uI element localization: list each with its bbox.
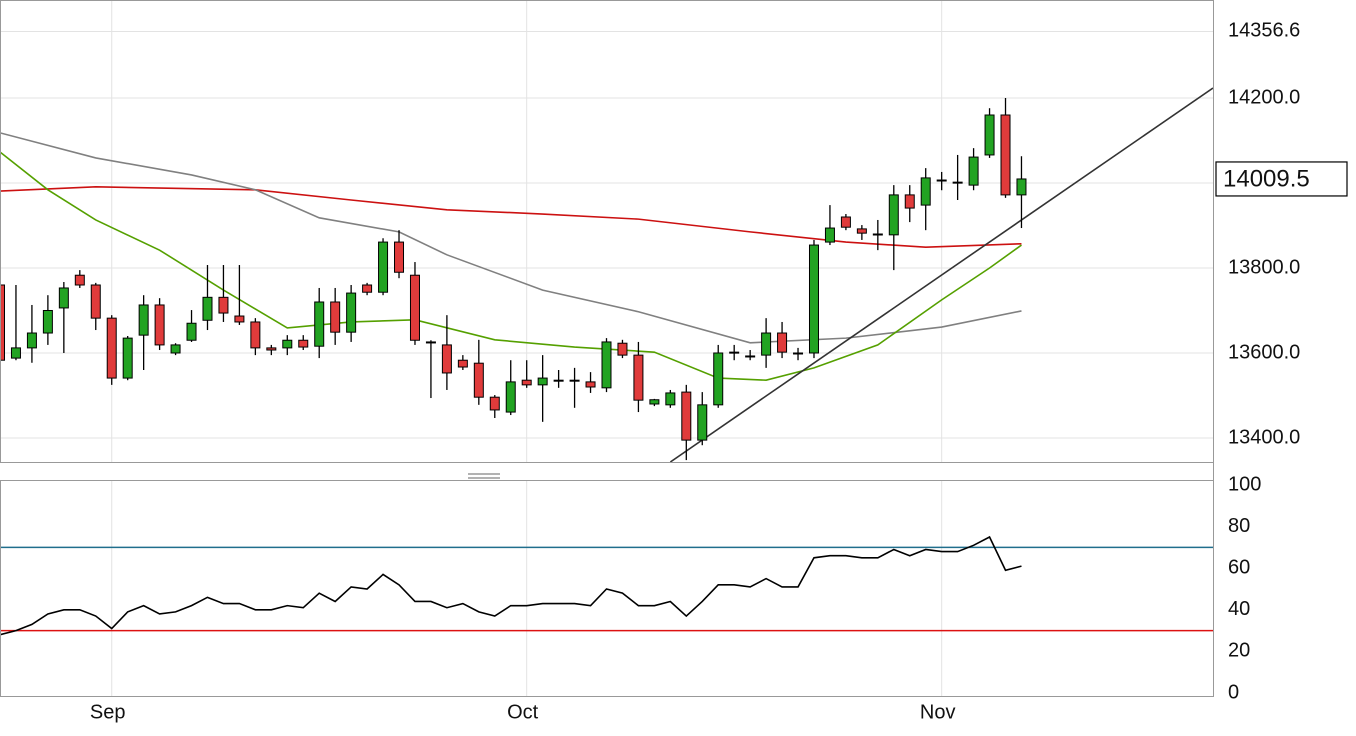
moving-average xyxy=(0,186,1022,248)
y-tick-label: 13400.0 xyxy=(1228,426,1300,448)
candle-body xyxy=(202,296,213,321)
candle-body xyxy=(872,233,883,236)
splitter-handle[interactable] xyxy=(468,473,500,479)
candle-body xyxy=(553,379,564,382)
x-tick-label: Nov xyxy=(920,701,956,723)
candle-body xyxy=(346,292,357,333)
y-tick-label: 14200.0 xyxy=(1228,86,1300,108)
candle-body xyxy=(585,381,596,388)
y-tick-label: 20 xyxy=(1228,640,1250,662)
candle-body xyxy=(856,228,867,234)
candle-body xyxy=(777,332,788,353)
candle-body xyxy=(0,284,5,361)
candle-body xyxy=(362,284,373,293)
candle-body xyxy=(314,301,325,347)
candle-body xyxy=(90,284,101,319)
candle-body xyxy=(601,341,612,389)
candle-body xyxy=(952,181,963,184)
candle-body xyxy=(633,354,644,401)
candle-body xyxy=(761,332,772,356)
candle-body xyxy=(569,379,580,382)
x-tick-label: Oct xyxy=(507,701,539,723)
candle-body xyxy=(936,179,947,182)
y-tick-label: 13600.0 xyxy=(1228,341,1300,363)
candle-body xyxy=(42,309,53,334)
candle-body xyxy=(58,287,69,309)
moving-average xyxy=(669,87,1213,462)
candle-body xyxy=(170,344,181,354)
x-tick-label: Sep xyxy=(90,701,126,723)
candle-body xyxy=(665,392,676,406)
candle-body xyxy=(793,352,804,355)
candle-body xyxy=(409,274,420,341)
candle-body xyxy=(489,396,500,411)
candle-body xyxy=(521,379,532,386)
candle-body xyxy=(106,317,117,379)
candle-body xyxy=(713,352,724,406)
candle-body xyxy=(26,332,37,349)
candle-body xyxy=(681,391,692,441)
candle-body xyxy=(234,315,245,323)
candle-body xyxy=(920,177,931,206)
candle-body xyxy=(154,304,165,346)
candle-body xyxy=(298,339,309,348)
candle-body xyxy=(729,351,740,354)
candle-body xyxy=(824,227,835,243)
candle-body xyxy=(984,114,995,156)
candle-body xyxy=(218,296,229,314)
candle-body xyxy=(122,337,133,379)
candle-body xyxy=(186,322,197,341)
candle-body xyxy=(330,301,341,333)
candle-body xyxy=(1016,178,1027,196)
price-panel xyxy=(0,0,1213,462)
last-price-box xyxy=(1215,161,1348,197)
axes: SepOctNov13400.013600.013800.01400014200… xyxy=(90,20,1348,723)
y-tick-label: 14356.6 xyxy=(1228,20,1300,42)
candle-body xyxy=(505,381,516,413)
candle-body xyxy=(537,377,548,386)
candle-body xyxy=(617,342,628,356)
y-tick-label: 60 xyxy=(1228,556,1250,578)
rsi-panel xyxy=(0,480,1213,697)
candle-body xyxy=(74,274,85,286)
candle-body xyxy=(425,341,436,344)
candle-body xyxy=(10,347,21,359)
candle-body xyxy=(394,241,405,273)
candle-body xyxy=(649,399,660,405)
y-tick-label: 13800.0 xyxy=(1228,256,1300,278)
candle-body xyxy=(266,347,277,351)
moving-average xyxy=(0,151,1022,381)
candle-body xyxy=(904,194,915,209)
y-tick-label: 100 xyxy=(1228,473,1261,495)
candle-body xyxy=(840,216,851,228)
candle-body xyxy=(1000,114,1011,196)
candle-body xyxy=(968,156,979,186)
candle-body xyxy=(378,241,389,293)
candle-body xyxy=(473,362,484,398)
y-tick-label: 0 xyxy=(1228,681,1239,703)
candle-body xyxy=(457,359,468,368)
candle-body xyxy=(441,344,452,374)
candle-body xyxy=(282,339,293,349)
candle-body xyxy=(888,194,899,236)
candle-body xyxy=(808,244,819,354)
last-price-label: 14009.5 xyxy=(1223,165,1310,192)
moving-average xyxy=(0,132,1022,344)
y-tick-label: 80 xyxy=(1228,515,1250,537)
rsi-line xyxy=(0,535,1022,636)
candle-body xyxy=(745,355,756,358)
candle-body xyxy=(697,404,708,441)
candle-body xyxy=(138,304,149,336)
candle-body xyxy=(250,321,261,349)
y-tick-label: 40 xyxy=(1228,598,1250,620)
